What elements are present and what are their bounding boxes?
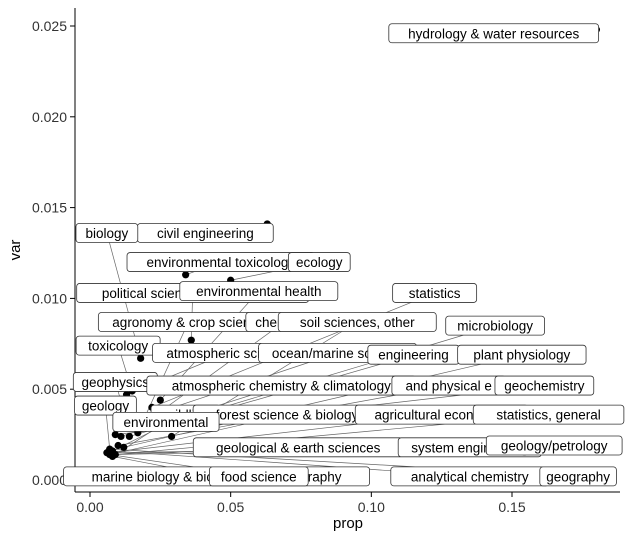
y-axis-title: var — [7, 240, 24, 261]
leader-line — [143, 321, 189, 421]
data-point — [182, 271, 190, 279]
label-text: atmospheric chemistry & climatology — [172, 379, 391, 394]
point-label: toxicology — [75, 335, 161, 356]
label-box — [485, 435, 623, 456]
point-label: hydrology & water resources — [388, 23, 600, 44]
label-text: and physical e — [406, 379, 492, 394]
point-label: geophysics — [72, 372, 158, 392]
label-text: geochemistry — [504, 379, 585, 394]
label-box — [457, 344, 587, 365]
label-text: geological & earth sciences — [216, 440, 381, 455]
point-label: and physical e — [391, 375, 506, 396]
label-box — [75, 223, 139, 243]
label-text: agronomy & crop science — [112, 315, 264, 330]
label-box — [179, 281, 339, 302]
y-axis-ticks: 0.000 0.005 0.010 0.015 0.020 0.025 — [32, 18, 75, 488]
point-label: geochemistry — [494, 375, 595, 396]
x-axis-title: prop — [333, 515, 363, 532]
y-tick-label: 0.025 — [32, 18, 67, 34]
data-point — [103, 449, 111, 457]
point-labels: hydrology & water resources civil enginee… — [63, 23, 625, 487]
label-text: forest science & biology — [216, 408, 359, 423]
x-tick-label: 0.05 — [217, 499, 244, 515]
point-label: atmospheric chemistry & climatology — [146, 375, 417, 396]
label-text: geophysics — [82, 375, 150, 390]
label-box — [388, 23, 600, 44]
point-label: analytical chemistry — [390, 466, 550, 487]
point-label: biology — [75, 223, 139, 243]
point-label: engineering — [367, 344, 460, 365]
data-point — [114, 441, 122, 450]
label-text: hydrology & water resources — [408, 26, 579, 41]
point-label: soil sciences, other — [277, 312, 437, 332]
data-point — [117, 432, 125, 441]
label-box — [112, 411, 220, 432]
data-point — [125, 432, 133, 441]
point-label: microbiology — [445, 315, 545, 336]
label-text: ecology — [296, 255, 343, 270]
label-text: plant physiology — [473, 348, 570, 363]
label-text: geology/petrology — [501, 438, 608, 453]
label-text: statistics — [409, 286, 461, 301]
label-text: biology — [85, 226, 128, 241]
point-label: food science — [208, 466, 309, 487]
data-point — [137, 354, 145, 362]
label-text: civil engineering — [157, 226, 254, 241]
label-text: soil sciences, other — [300, 315, 415, 330]
point-label: agronomy & crop science — [97, 312, 279, 332]
label-text: engineering — [378, 348, 449, 363]
leader-line — [123, 354, 522, 448]
point-label: geology/petrology — [485, 435, 623, 456]
point-label: geology — [74, 395, 137, 416]
point-label: plant physiology — [457, 344, 587, 365]
x-tick-label: 0.00 — [76, 499, 103, 515]
x-tick-label: 0.15 — [498, 499, 525, 515]
label-text: food science — [221, 469, 297, 484]
label-text: geology — [82, 399, 130, 414]
data-point — [108, 452, 117, 460]
label-text: geography — [546, 469, 610, 484]
point-label: statistics, general — [472, 404, 625, 425]
data-point — [156, 396, 164, 404]
y-tick-label: 0.005 — [32, 381, 67, 397]
point-label: civil engineering — [137, 223, 274, 243]
label-box — [74, 395, 137, 416]
point-label: environmental — [112, 411, 220, 432]
label-box — [287, 252, 351, 272]
y-tick-label: 0.000 — [32, 472, 67, 488]
point-label: environmental health — [179, 281, 339, 302]
data-point — [111, 431, 119, 439]
point-label: statistics — [392, 283, 478, 303]
label-box — [539, 466, 617, 487]
label-box — [208, 466, 309, 487]
data-point — [187, 336, 195, 344]
x-axis-ticks: 0.00 0.05 0.10 0.15 — [76, 492, 526, 515]
point-label: forest science & biology — [192, 404, 382, 425]
data-point — [167, 432, 176, 441]
y-tick-label: 0.015 — [32, 200, 67, 216]
label-text: analytical chemistry — [411, 469, 529, 484]
label-text: statistics, general — [496, 408, 600, 423]
label-text: environmental toxicology — [147, 255, 296, 270]
label-text: environmental — [124, 415, 209, 430]
y-tick-label: 0.020 — [32, 109, 67, 125]
point-label: geography — [539, 466, 617, 487]
x-tick-label: 0.10 — [358, 499, 385, 515]
label-box — [277, 312, 437, 332]
label-box — [392, 283, 478, 303]
label-text: environmental health — [196, 284, 321, 299]
label-box — [445, 315, 545, 336]
point-label: environmental toxicology — [126, 252, 316, 272]
point-label: ecology — [287, 252, 351, 272]
label-box — [494, 375, 595, 396]
label-text: microbiology — [457, 319, 533, 334]
point-label: geological & earth sciences — [192, 437, 404, 458]
label-box — [472, 404, 625, 425]
label-text: toxicology — [88, 339, 148, 354]
data-point — [120, 443, 128, 451]
y-tick-label: 0.010 — [32, 290, 67, 306]
